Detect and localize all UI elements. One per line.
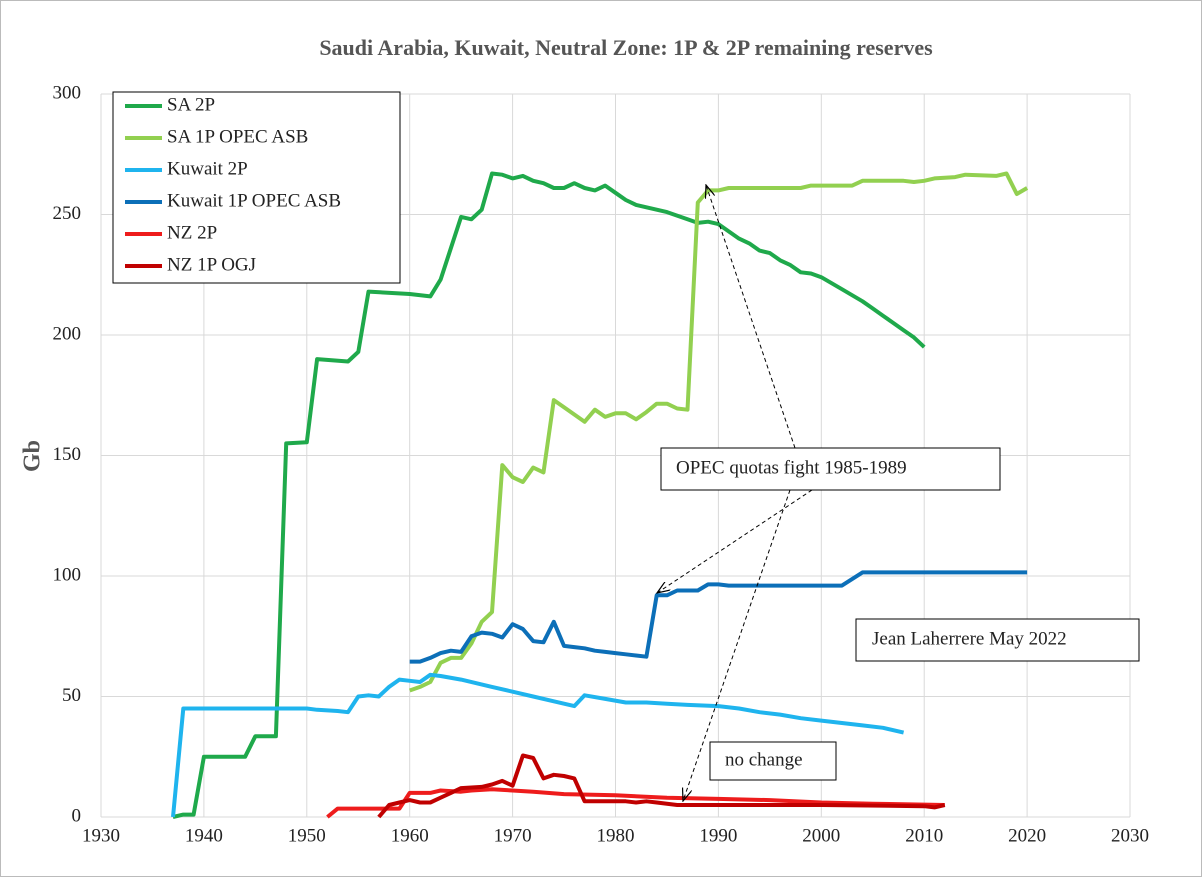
annotation-arrows [657, 185, 813, 801]
x-tick-label: 1950 [288, 825, 326, 846]
annotation-box [660, 447, 1001, 491]
series-line [409, 570, 1028, 664]
x-tick-label: 1970 [494, 825, 532, 846]
y-tick-label: 100 [53, 564, 82, 585]
annotation: Jean Laherrere May 2022 [872, 628, 1067, 649]
x-tick-label: 2010 [905, 825, 943, 846]
lines [171, 171, 1029, 819]
x-tick-label: 1940 [185, 825, 223, 846]
x-tick-label: 2030 [1111, 825, 1149, 846]
y-tick-label: 150 [53, 444, 82, 465]
series-line [172, 171, 926, 819]
annotation: OPEC quotas fight 1985-1989 [676, 457, 907, 478]
legend-label: SA 1P OPEC ASB [167, 126, 308, 147]
legend-label: SA 2P [167, 94, 215, 115]
legend-label: NZ 2P [167, 222, 217, 243]
arrow [657, 489, 813, 593]
legend-label: Kuwait 1P OPEC ASB [167, 190, 341, 211]
y-tick-label: 200 [53, 323, 82, 344]
y-tick-label: 300 [53, 82, 82, 103]
x-tick-label: 1980 [597, 825, 635, 846]
series-line [409, 171, 1029, 693]
annotation-box [855, 618, 1140, 662]
legend-label: NZ 1P OGJ [167, 254, 256, 275]
annotation: no change [725, 749, 803, 770]
annotation-box [709, 741, 837, 781]
chart-title: Saudi Arabia, Kuwait, Neutral Zone: 1P &… [319, 35, 933, 60]
legend-label: Kuwait 2P [167, 158, 248, 179]
x-tick-label: 1930 [82, 825, 120, 846]
y-tick-label: 50 [62, 685, 81, 706]
x-tick-label: 2000 [802, 825, 840, 846]
series-line [377, 753, 946, 819]
series-line [326, 787, 945, 819]
arrow [683, 489, 791, 801]
legend [112, 91, 401, 284]
arrow [706, 185, 796, 449]
x-tick-label: 1990 [699, 825, 737, 846]
y-axis-label: Gb [20, 440, 46, 472]
y-tick-label: 250 [53, 203, 82, 224]
series-line [171, 672, 905, 818]
x-tick-label: 1960 [391, 825, 429, 846]
y-tick-label: 0 [72, 805, 82, 826]
x-tick-label: 2020 [1008, 825, 1046, 846]
legend-items: SA 2P SA 1P OPEC ASB Kuwait 2P Kuwait 1P OP… [125, 94, 341, 275]
